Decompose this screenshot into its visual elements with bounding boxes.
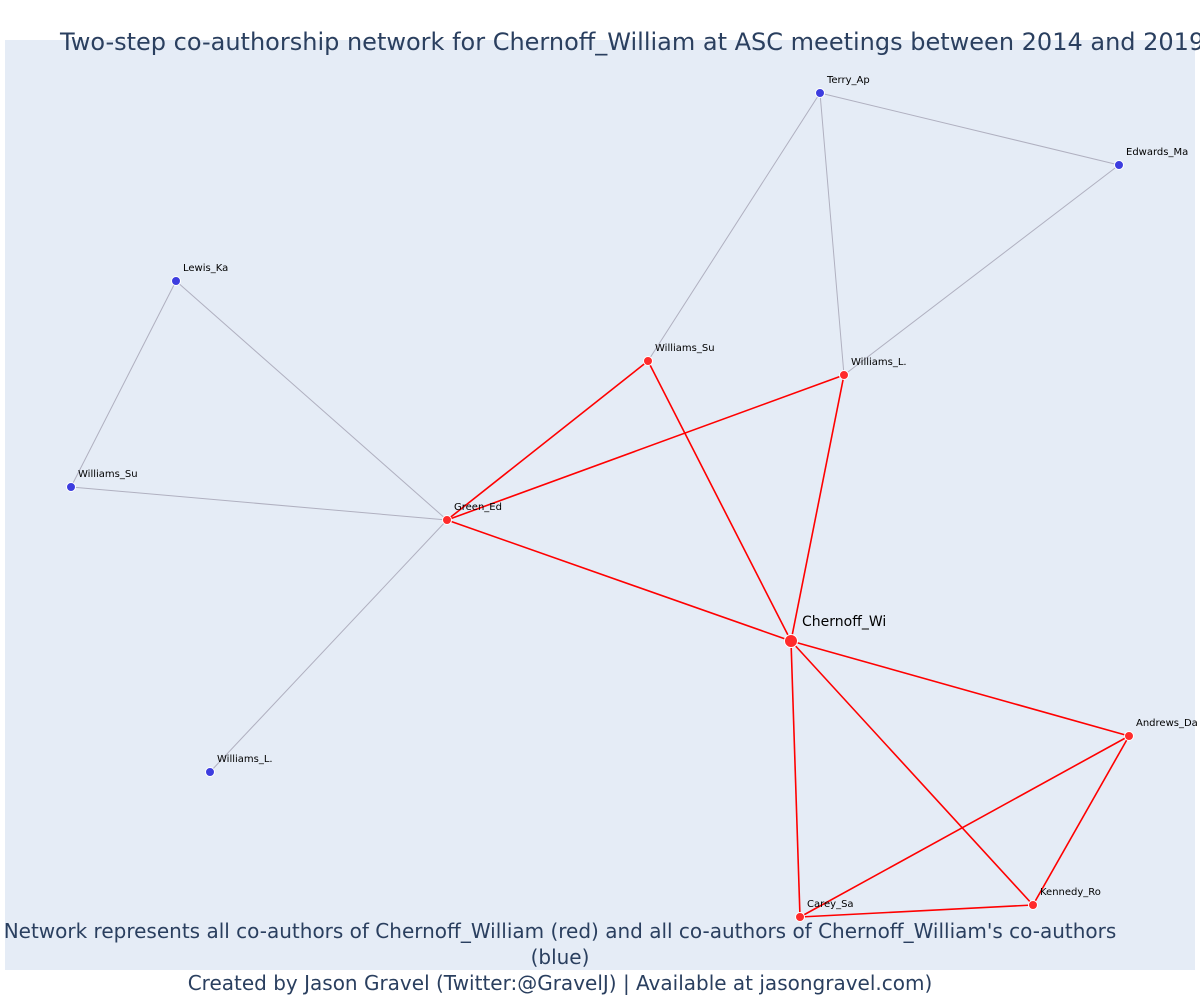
- edge-andrews-carey: [799, 735, 1130, 918]
- node-label-carey: Carey_Sa: [807, 899, 854, 910]
- node-williams_l_r[interactable]: [839, 370, 849, 380]
- edge-williams_su_b-green: [70, 486, 448, 521]
- node-chernoff[interactable]: [784, 634, 798, 648]
- edge-chernoff-andrews: [790, 640, 1130, 737]
- edge-lewis-williams_su_b: [70, 280, 177, 488]
- node-label-andrews: Andrews_Da: [1136, 718, 1198, 729]
- node-label-green: Green_Ed: [454, 502, 502, 513]
- node-label-williams_su_b: Williams_Su: [78, 469, 138, 480]
- node-terry[interactable]: [815, 88, 825, 98]
- edge-green-williams_l_r: [446, 374, 845, 521]
- caption-line-2: Created by Jason Gravel (Twitter:@Gravel…: [187, 971, 933, 995]
- edge-chernoff-carey: [790, 640, 801, 918]
- node-label-williams_l_b: Williams_L.: [217, 754, 273, 765]
- node-lewis[interactable]: [171, 276, 181, 286]
- plot-area: [5, 40, 1195, 970]
- edge-williams_l_b-green: [209, 519, 448, 773]
- edge-chernoff-green: [446, 519, 792, 642]
- edge-terry-edwards: [819, 92, 1120, 166]
- edge-lewis-green: [175, 280, 448, 521]
- node-label-edwards: Edwards_Ma: [1126, 147, 1188, 158]
- node-kennedy[interactable]: [1028, 900, 1038, 910]
- edge-terry-williams_su_r: [647, 92, 821, 362]
- node-label-lewis: Lewis_Ka: [183, 263, 228, 274]
- edge-green-williams_su_r: [446, 360, 649, 521]
- node-label-williams_su_r: Williams_Su: [655, 343, 715, 354]
- edge-edwards-williams_l_r: [843, 164, 1120, 376]
- node-andrews[interactable]: [1124, 731, 1134, 741]
- chart-title: Two-step co-authorship network for Chern…: [60, 28, 1200, 56]
- chart-caption: Network represents all co-authors of Che…: [0, 918, 1120, 996]
- node-carey[interactable]: [795, 912, 805, 922]
- edge-terry-williams_l_r: [819, 92, 845, 376]
- edge-chernoff-williams_su_r: [647, 360, 792, 642]
- node-williams_l_b[interactable]: [205, 767, 215, 777]
- caption-line-1: Network represents all co-authors of Che…: [3, 919, 1117, 969]
- node-green[interactable]: [442, 515, 452, 525]
- edge-carey-kennedy: [799, 904, 1034, 918]
- edge-chernoff-williams_l_r: [790, 374, 845, 642]
- node-label-kennedy: Kennedy_Ro: [1040, 887, 1101, 898]
- node-label-terry: Terry_Ap: [826, 75, 870, 86]
- node-williams_su_r[interactable]: [643, 356, 653, 366]
- node-label-williams_l_r: Williams_L.: [851, 357, 907, 368]
- node-williams_su_b[interactable]: [66, 482, 76, 492]
- edge-andrews-kennedy: [1032, 735, 1130, 906]
- node-edwards[interactable]: [1114, 160, 1124, 170]
- edge-chernoff-kennedy: [790, 640, 1034, 906]
- node-label-chernoff: Chernoff_Wi: [802, 614, 886, 630]
